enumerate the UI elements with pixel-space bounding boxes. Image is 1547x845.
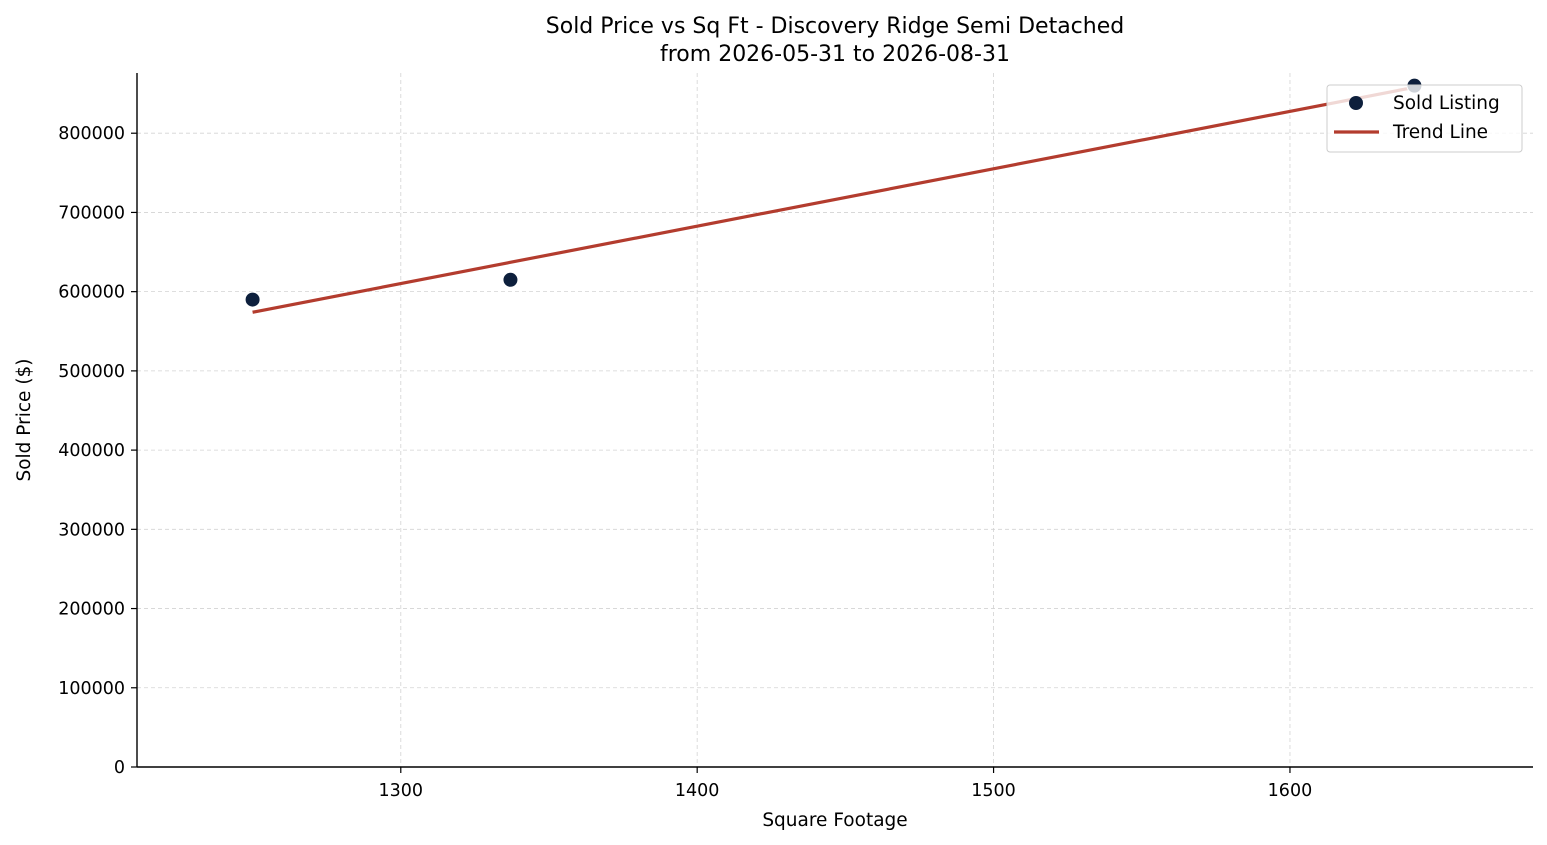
trend-line-layer — [252, 85, 1415, 314]
y-tick-label-7: 700000 — [58, 203, 125, 223]
points-layer — [244, 77, 1423, 308]
x-tick-label-0: 1300 — [379, 781, 424, 801]
legend-marker-sold-listing — [1349, 96, 1363, 110]
x-tick-label-1: 1400 — [675, 781, 720, 801]
legend-label-sold-listing: Sold Listing — [1393, 93, 1500, 114]
sold-listing-point-0 — [244, 291, 261, 308]
y-tick-label-0: 0 — [114, 758, 125, 778]
y-tick-label-3: 300000 — [58, 520, 125, 540]
sold-listing-point-1 — [502, 271, 519, 288]
y-tick-label-8: 800000 — [58, 124, 125, 144]
x-axis-label: Square Footage — [762, 810, 907, 831]
trend-line — [252, 85, 1415, 314]
x-ticks: 1300 1400 1500 1600 — [379, 767, 1313, 801]
y-ticks: 0 100000 200000 300000 400000 500000 600000 700… — [58, 124, 137, 778]
chart-title: Sold Price vs Sq Ft - Discovery Ridge Se… — [546, 14, 1124, 39]
x-tick-label-2: 1500 — [971, 781, 1016, 801]
y-tick-label-6: 600000 — [58, 283, 125, 303]
chart-subtitle: from 2026-05-31 to 2026-08-31 — [660, 42, 1010, 67]
y-tick-label-2: 200000 — [58, 600, 125, 620]
legend-label-trend-line: Trend Line — [1392, 122, 1488, 143]
legend-box — [1326, 84, 1523, 153]
y-tick-label-1: 100000 — [58, 679, 125, 699]
grid — [137, 73, 1533, 768]
y-axis-label: Sold Price ($) — [14, 358, 35, 481]
y-tick-label-4: 400000 — [58, 441, 125, 461]
y-tick-label-5: 500000 — [58, 362, 125, 382]
legend: Sold Listing Trend Line — [1326, 84, 1523, 153]
x-tick-label-3: 1600 — [1268, 781, 1313, 801]
